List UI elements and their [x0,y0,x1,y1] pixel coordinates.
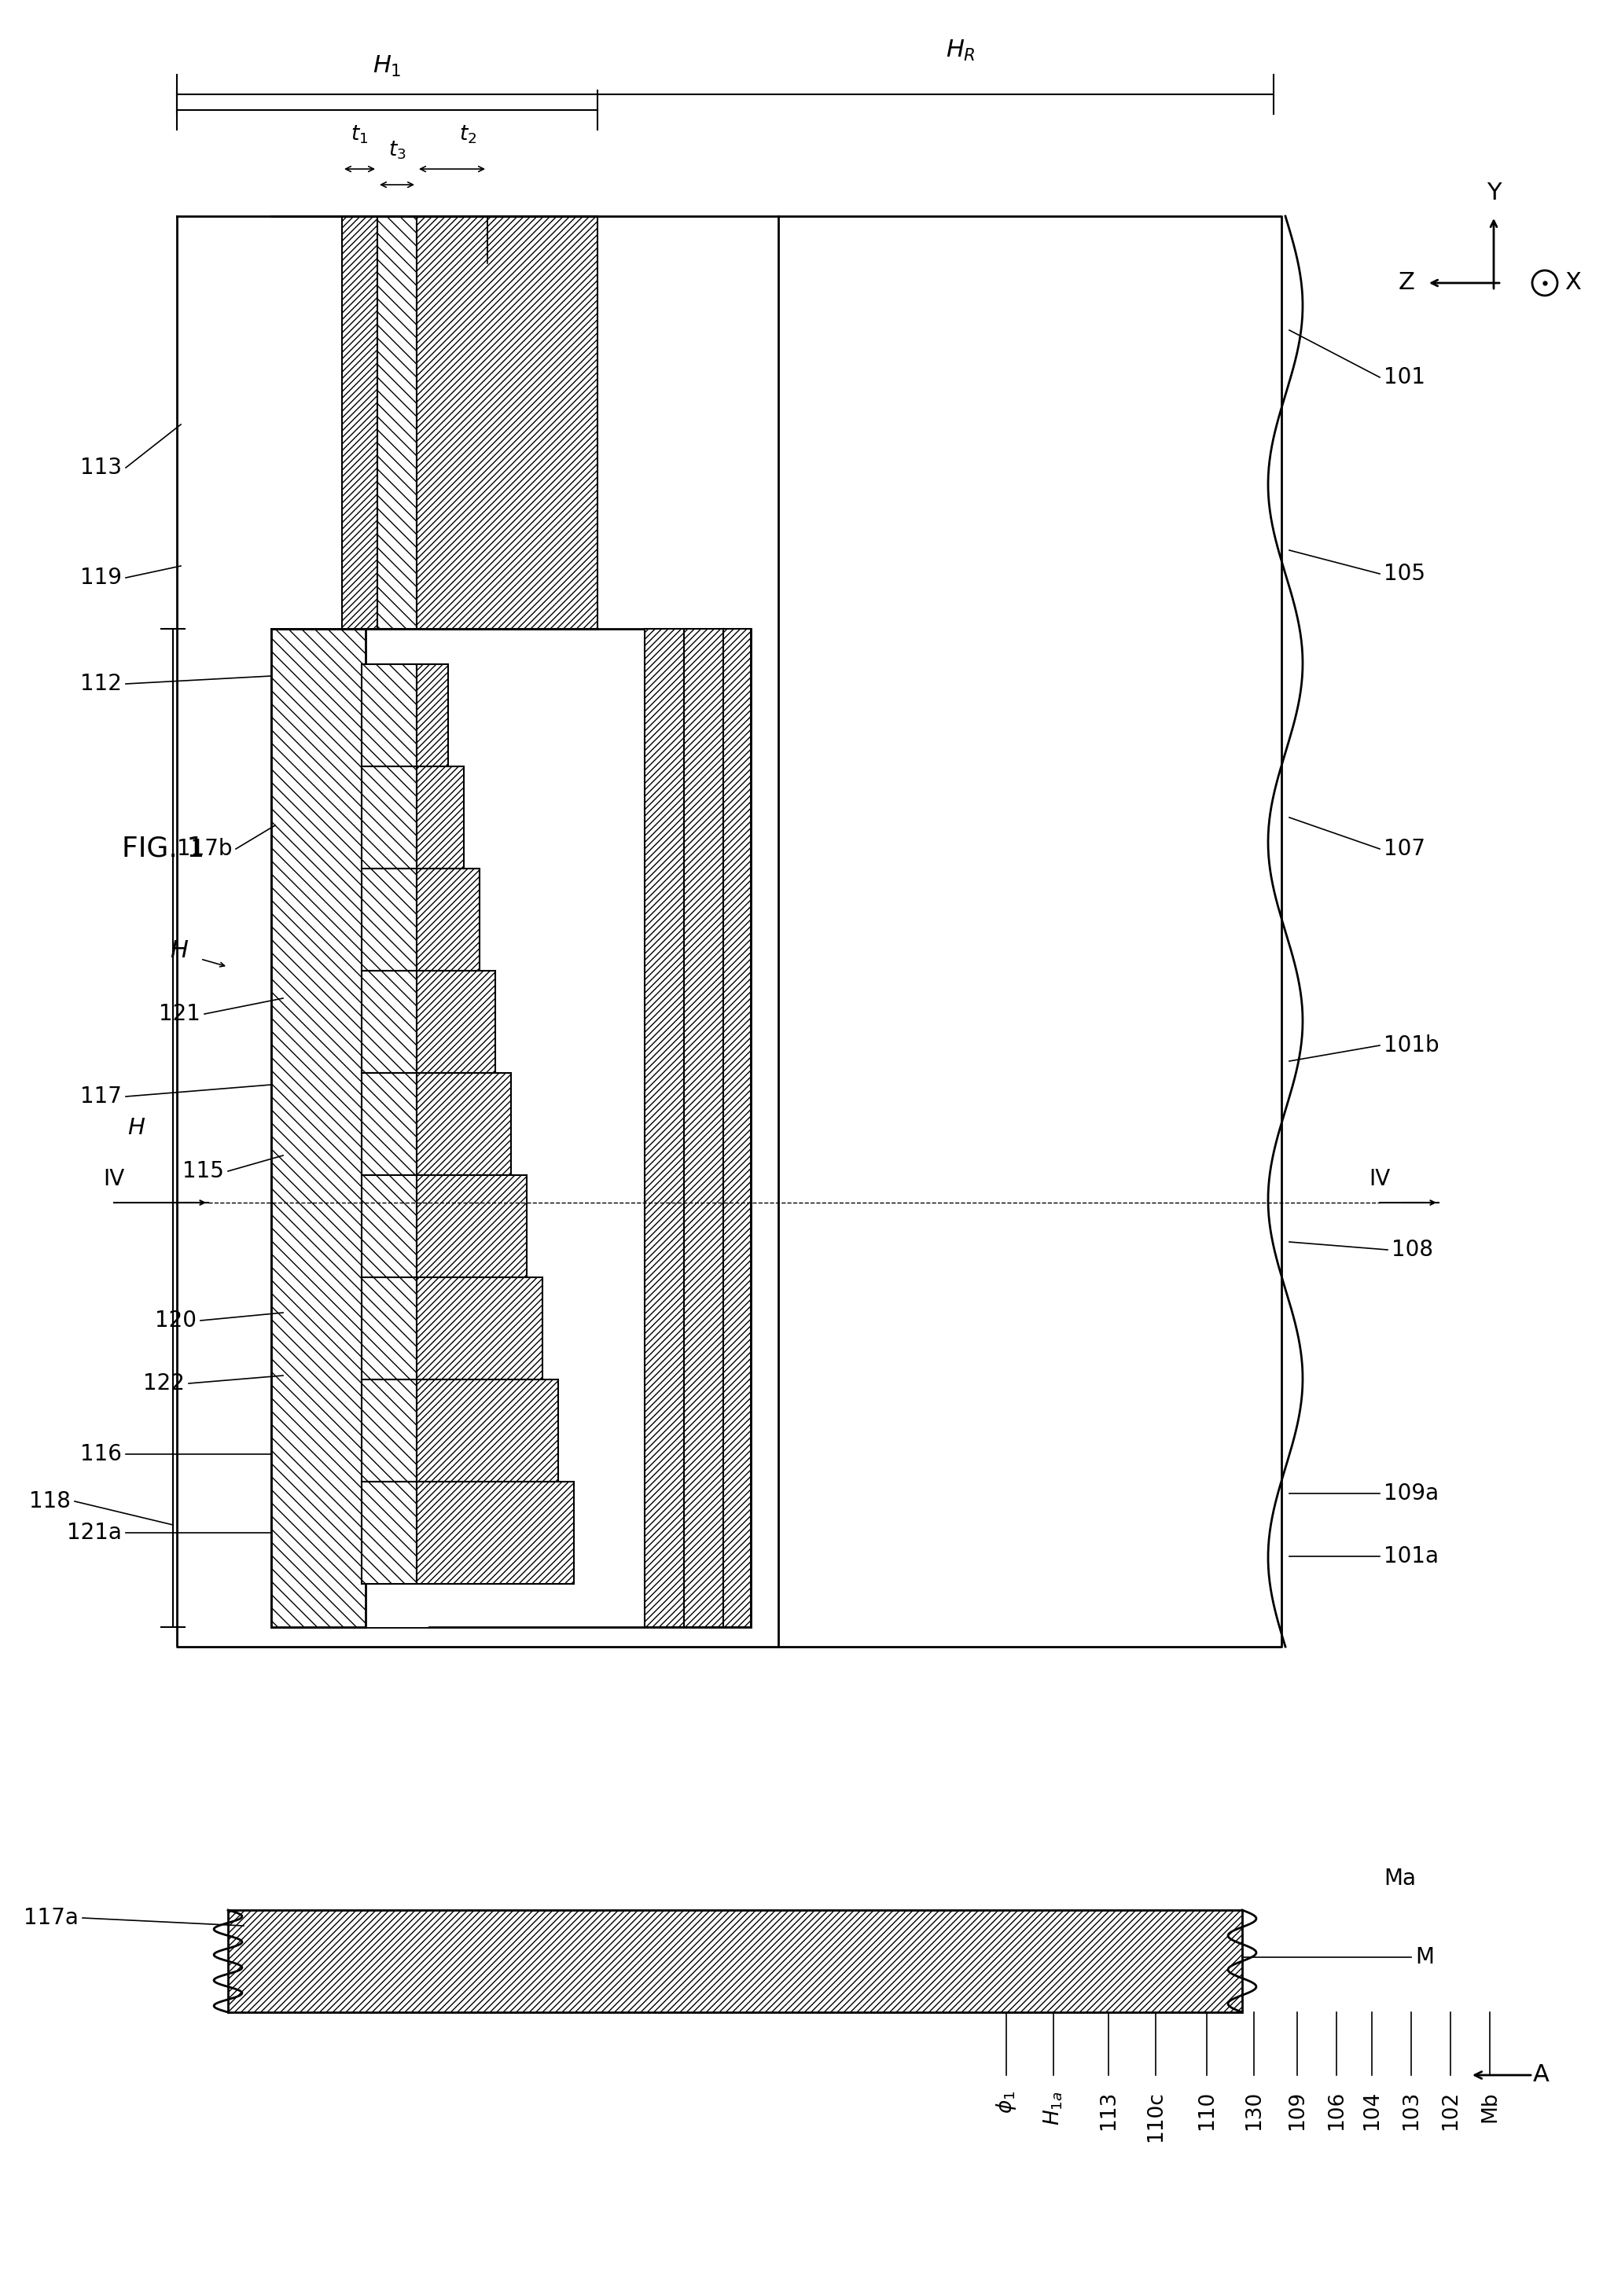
Text: 101a: 101a [1383,1545,1438,1568]
Text: FIG. 1: FIG. 1 [121,836,205,863]
Bar [362,1277,416,1380]
Text: 113: 113 [1098,2092,1119,2131]
Text: 101: 101 [1383,367,1425,388]
Bar [362,664,416,767]
Text: IV: IV [1369,1169,1390,1189]
Text: M: M [1415,1947,1433,1968]
Text: 117a: 117a [24,1908,79,1929]
Text: $t_2$: $t_2$ [458,124,476,145]
Bar [416,767,463,868]
Text: 110: 110 [1196,2092,1217,2131]
Bar [684,629,723,1628]
Text: Y: Y [1486,181,1501,204]
Bar [228,1910,1243,2011]
Text: 120: 120 [155,1309,197,1332]
Text: 107: 107 [1383,838,1425,861]
Bar [178,216,778,1646]
Bar [362,1072,416,1176]
Bar [362,971,416,1072]
Text: 117b: 117b [176,838,232,861]
Bar [378,216,416,629]
Bar [362,868,416,971]
Bar [362,767,416,868]
Text: $H$: $H$ [169,939,189,962]
Text: 102: 102 [1440,2092,1461,2131]
Bar [178,216,1282,1646]
Text: 109: 109 [1286,2092,1307,2131]
Text: 118: 118 [29,1490,71,1513]
Bar [362,1176,416,1277]
Text: 109a: 109a [1383,1483,1438,1504]
Text: 121a: 121a [66,1522,121,1543]
Text: 110c: 110c [1146,2092,1165,2142]
Text: 130: 130 [1244,2092,1264,2131]
Bar [416,1481,575,1584]
Text: 105: 105 [1383,563,1425,585]
Text: $H_{1a}$: $H_{1a}$ [1043,2092,1065,2126]
Bar [416,1072,512,1176]
Text: $\phi_1$: $\phi_1$ [994,2092,1018,2115]
Bar [644,629,684,1628]
Bar [271,629,428,1628]
Bar [778,216,1282,1646]
Text: X: X [1564,271,1580,294]
Circle shape [1532,271,1558,296]
Bar [416,216,597,629]
Bar [416,1176,526,1277]
Text: 122: 122 [144,1373,184,1394]
Text: 117: 117 [81,1086,121,1107]
Text: 101b: 101b [1383,1035,1440,1056]
Bar [416,868,479,971]
Text: 116: 116 [81,1444,121,1465]
Bar [416,1277,542,1380]
Bar [271,216,597,629]
Text: A: A [1533,2064,1549,2087]
Text: Mb: Mb [1480,2092,1499,2122]
Text: 106: 106 [1327,2092,1346,2131]
Text: $H_R$: $H_R$ [946,39,975,62]
Text: 121: 121 [158,1003,200,1024]
Text: Ma: Ma [1383,1867,1415,1890]
Text: $H$: $H$ [128,1116,145,1139]
Bar [271,629,751,1628]
Text: Z: Z [1399,271,1415,294]
Text: 103: 103 [1401,2092,1422,2131]
Bar [362,1481,416,1584]
Text: 119: 119 [81,567,121,588]
Text: 108: 108 [1391,1240,1433,1261]
Text: $t_1$: $t_1$ [350,124,368,145]
Bar [271,629,365,1628]
Bar [723,629,751,1628]
Text: $t_3$: $t_3$ [387,140,405,161]
Text: $H_1$: $H_1$ [373,55,402,78]
Bar [416,1380,558,1481]
Text: 113: 113 [81,457,121,478]
Text: 104: 104 [1362,2092,1382,2131]
Text: 115: 115 [182,1159,224,1182]
Bar [362,1380,416,1481]
Text: IV: IV [103,1169,124,1189]
Bar [416,664,449,767]
Bar [342,216,378,629]
Bar [416,971,495,1072]
Text: 112: 112 [81,673,121,696]
